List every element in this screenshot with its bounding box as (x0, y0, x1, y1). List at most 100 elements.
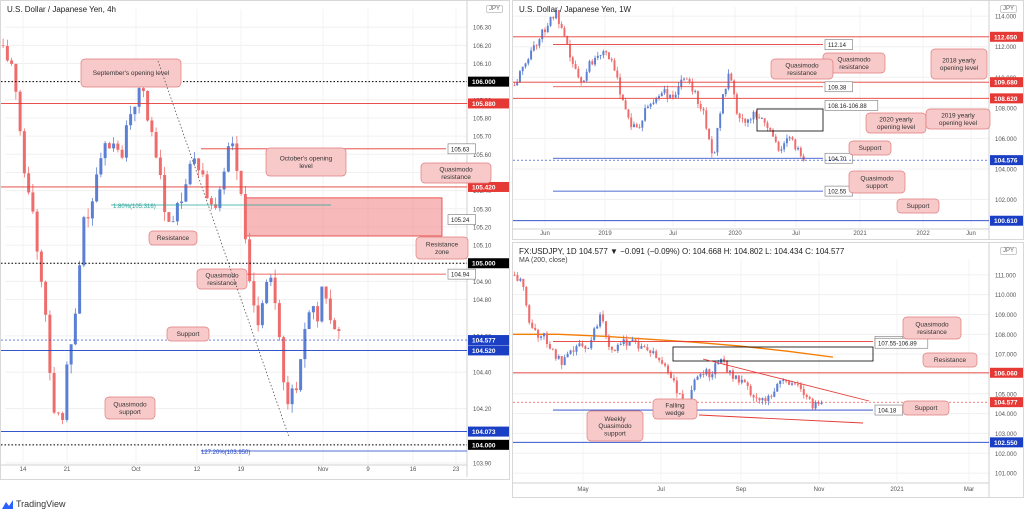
y-tick-label: 106.000 (995, 137, 1017, 143)
candle-body (817, 402, 820, 405)
candle-body (218, 189, 222, 208)
candle-body (214, 204, 218, 208)
candle-body (337, 329, 341, 331)
candle-body (31, 192, 35, 212)
chart-panel-w1[interactable]: 114.000112.000110.000108.000106.000104.0… (512, 0, 1024, 240)
candle-body (560, 23, 563, 29)
y-tick-label: 108.000 (995, 333, 1017, 339)
y-tick-label: 104.90 (473, 280, 492, 286)
annotation-line: wedge (664, 410, 685, 417)
candle-body (555, 10, 558, 19)
price-tag-label: 104.520 (472, 348, 496, 355)
level-tag-label: 104.70 (828, 157, 847, 163)
y-tick-label: 105.40 (473, 189, 492, 195)
y-tick-label: 105.10 (473, 244, 492, 250)
annotation-label: October's opening level (280, 156, 333, 170)
candle-body (519, 278, 522, 281)
currency-badge-w1: JPY (999, 5, 1017, 13)
candle-body (708, 369, 711, 378)
annotation-line: Support (907, 203, 930, 210)
candle-body (711, 374, 714, 378)
candle-body (320, 286, 324, 322)
annotation-line: resistance (787, 70, 817, 77)
candle-body (116, 143, 120, 150)
annotation-bubble (415, 236, 469, 260)
candle-body (540, 336, 543, 338)
annotation-line: resistance (207, 280, 237, 287)
annotation-label: 2020 yearly opening level (877, 117, 916, 131)
price-tag-label: 105.420 (472, 184, 496, 191)
candle-body (646, 106, 649, 109)
candle-body (746, 382, 749, 386)
y-tick-label: 104.20 (473, 407, 492, 413)
candle-body (602, 51, 605, 56)
price-tag (468, 335, 509, 346)
annotation-bubble (770, 58, 834, 80)
candle-body (734, 375, 737, 379)
annotation-bubble (848, 140, 892, 156)
candle-body (569, 350, 572, 354)
annotation-line: support (604, 430, 626, 437)
trend-line (157, 60, 290, 438)
y-tick-label: 104.000 (995, 412, 1017, 418)
candle-body (797, 147, 800, 150)
candle-body (674, 94, 677, 98)
candle-body (675, 380, 678, 394)
brand-label[interactable]: TradingView (16, 499, 66, 509)
candle-body (744, 118, 747, 123)
x-tick-label: 2019 (598, 231, 612, 237)
annotation-line: Support (915, 405, 938, 412)
candle-body (333, 320, 337, 330)
candle-body (672, 378, 675, 381)
candle-body (658, 96, 660, 99)
candle-body (652, 102, 655, 104)
level-tag-label: 109.38 (828, 85, 847, 91)
chart-panel-h4[interactable]: 106.30106.20106.10106.00105.90105.80105.… (0, 0, 510, 480)
candle-body (52, 372, 56, 413)
candle-body (231, 143, 235, 147)
candle-body (702, 108, 705, 111)
y-tick-label: 104.000 (995, 167, 1017, 173)
annotation-label: 2018 yearly opening level (940, 58, 979, 72)
y-tick-label: 105.70 (473, 135, 492, 141)
price-tag (468, 345, 509, 356)
candle-body (95, 174, 99, 202)
price-tag (468, 181, 509, 192)
x-tick-label: Sep (736, 487, 747, 493)
candle-body (129, 114, 133, 126)
candle-body (557, 10, 560, 24)
annotation-bubble (148, 230, 198, 246)
candle-body (294, 388, 298, 391)
candle-body (65, 364, 69, 420)
y-tick-label: 111.000 (995, 273, 1016, 279)
annotation-bubble (902, 400, 950, 416)
candle-body (239, 170, 243, 195)
candle-body (724, 88, 727, 95)
candle-body (790, 383, 794, 385)
level-tag (824, 100, 879, 111)
chart-panel-d1[interactable]: 111.000 110.000 109.000 108.000 107.000 106.0… (512, 242, 1024, 498)
candle-body (599, 314, 602, 327)
annotation-label: Weekly Quasimodo support (598, 416, 632, 437)
resistance-zone (244, 197, 443, 237)
x-tick-label: Mar (964, 487, 974, 493)
candle-body (569, 43, 571, 58)
annotation-line: opening level (939, 120, 978, 127)
candle-body (146, 91, 150, 121)
candle-body (621, 94, 624, 101)
candle-body (637, 341, 640, 349)
candle-body (535, 45, 538, 47)
candle-body (282, 337, 286, 383)
currency-badge-d1: JPY (999, 247, 1017, 255)
candle-body (35, 211, 39, 252)
candle-body (794, 139, 797, 150)
candle-body (696, 91, 699, 105)
candle-body (634, 339, 637, 342)
candle-body (184, 184, 188, 202)
candle-body (530, 50, 533, 60)
candle-body (708, 128, 711, 140)
candle-body (521, 66, 524, 72)
annotation-line: Quasimodo (598, 423, 632, 430)
price-tag-label: 104.576 (994, 158, 1018, 165)
x-tick-label: 9 (366, 467, 370, 473)
